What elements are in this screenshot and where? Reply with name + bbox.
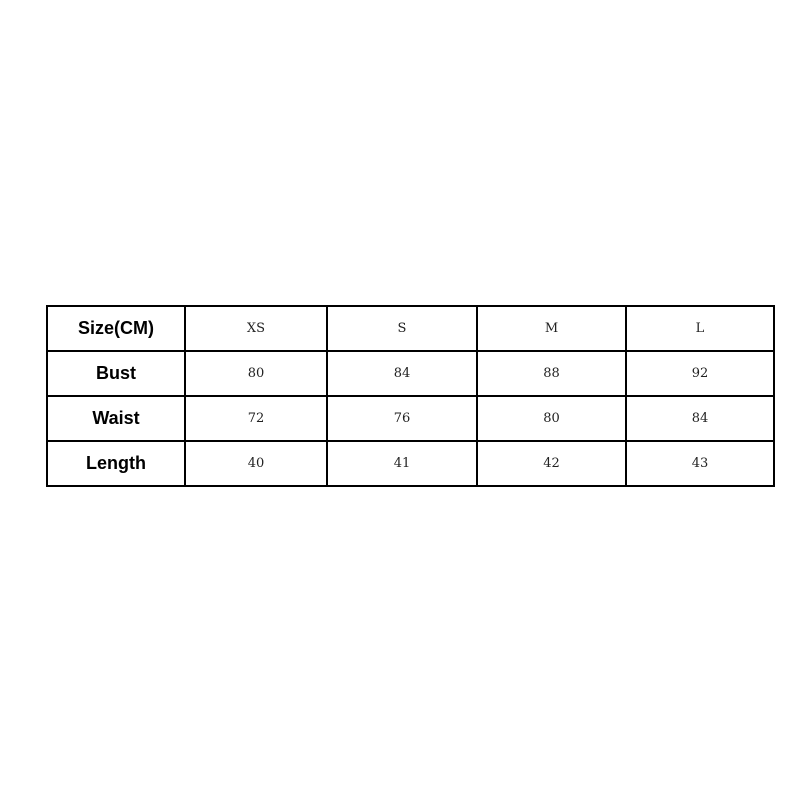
table-cell: 41 <box>326 440 478 487</box>
header-cell: S <box>326 305 478 352</box>
header-cell: Size(CM) <box>46 305 186 352</box>
table-cell: 43 <box>625 440 775 487</box>
table-cell: 88 <box>476 350 627 397</box>
header-cell: L <box>625 305 775 352</box>
table-cell: 72 <box>184 395 328 442</box>
header-cell: M <box>476 305 627 352</box>
table-cell: 40 <box>184 440 328 487</box>
table-row: Length 40 41 42 43 <box>46 440 775 487</box>
table-row: Waist 72 76 80 84 <box>46 395 775 442</box>
header-row: Size(CM) XS S M L <box>46 305 775 352</box>
size-chart-table: Size(CM) XS S M L Bust 80 84 88 92 Waist… <box>46 305 775 487</box>
row-label: Bust <box>46 350 186 397</box>
table-cell: 80 <box>476 395 627 442</box>
row-label: Length <box>46 440 186 487</box>
table-cell: 84 <box>625 395 775 442</box>
table-cell: 92 <box>625 350 775 397</box>
table-cell: 80 <box>184 350 328 397</box>
row-label: Waist <box>46 395 186 442</box>
table-cell: 84 <box>326 350 478 397</box>
table-row: Bust 80 84 88 92 <box>46 350 775 397</box>
table-cell: 76 <box>326 395 478 442</box>
header-cell: XS <box>184 305 328 352</box>
table-cell: 42 <box>476 440 627 487</box>
